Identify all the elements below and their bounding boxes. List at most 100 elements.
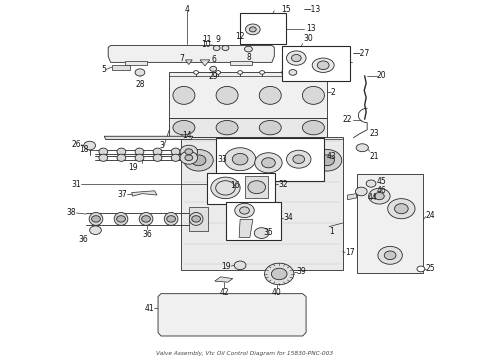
Text: 41: 41 <box>145 303 154 312</box>
Circle shape <box>92 216 100 222</box>
Circle shape <box>378 246 402 264</box>
Circle shape <box>222 45 229 50</box>
Circle shape <box>142 216 150 222</box>
Polygon shape <box>108 45 274 62</box>
Circle shape <box>394 204 408 214</box>
Polygon shape <box>240 13 286 44</box>
Text: 46: 46 <box>377 185 387 194</box>
Text: 3: 3 <box>159 141 164 150</box>
Circle shape <box>313 149 342 171</box>
Circle shape <box>245 46 252 52</box>
Ellipse shape <box>171 154 180 161</box>
Polygon shape <box>200 60 210 66</box>
Circle shape <box>282 71 287 74</box>
Ellipse shape <box>117 148 126 155</box>
Text: 14: 14 <box>182 131 192 140</box>
Circle shape <box>374 193 384 200</box>
Text: 39: 39 <box>297 267 307 276</box>
Text: 9: 9 <box>216 35 220 44</box>
Circle shape <box>293 155 305 163</box>
Polygon shape <box>216 138 324 181</box>
Ellipse shape <box>117 154 126 161</box>
Text: 38: 38 <box>67 208 76 217</box>
Ellipse shape <box>89 212 103 225</box>
Text: 43: 43 <box>327 152 337 161</box>
Circle shape <box>265 263 294 285</box>
Text: 18: 18 <box>79 145 89 154</box>
Text: 19: 19 <box>128 163 137 172</box>
Ellipse shape <box>189 212 203 225</box>
Circle shape <box>90 226 101 234</box>
Polygon shape <box>158 294 306 336</box>
Polygon shape <box>230 61 252 65</box>
Ellipse shape <box>99 148 108 155</box>
Polygon shape <box>215 277 233 282</box>
Text: 45: 45 <box>377 177 387 186</box>
Text: 28: 28 <box>135 80 145 89</box>
Polygon shape <box>245 176 269 198</box>
Polygon shape <box>185 60 192 64</box>
Circle shape <box>417 266 425 272</box>
Text: 42: 42 <box>220 288 229 297</box>
Circle shape <box>216 71 220 74</box>
Ellipse shape <box>173 121 195 135</box>
Circle shape <box>260 71 265 74</box>
Polygon shape <box>282 45 350 81</box>
Text: 35: 35 <box>264 228 273 237</box>
Circle shape <box>185 149 193 154</box>
Text: 25: 25 <box>426 265 436 274</box>
Circle shape <box>245 24 260 35</box>
Text: 36: 36 <box>79 234 89 243</box>
Circle shape <box>117 216 125 222</box>
Polygon shape <box>347 194 356 200</box>
Circle shape <box>320 155 334 166</box>
Circle shape <box>271 268 287 280</box>
Ellipse shape <box>171 148 180 155</box>
Ellipse shape <box>135 154 144 161</box>
Circle shape <box>135 69 145 76</box>
Text: 33: 33 <box>217 155 227 164</box>
Text: 32: 32 <box>278 180 288 189</box>
Ellipse shape <box>302 121 324 135</box>
Text: 7: 7 <box>179 54 184 63</box>
Circle shape <box>304 71 309 74</box>
Circle shape <box>355 187 367 196</box>
Circle shape <box>366 180 376 187</box>
Text: 13: 13 <box>306 24 316 33</box>
Circle shape <box>180 151 197 164</box>
Circle shape <box>235 203 254 218</box>
Text: 11: 11 <box>202 35 212 44</box>
Circle shape <box>211 177 240 199</box>
Polygon shape <box>112 64 130 69</box>
Ellipse shape <box>99 154 108 161</box>
Text: 37: 37 <box>117 190 127 199</box>
Circle shape <box>232 153 248 165</box>
Circle shape <box>262 158 275 168</box>
Text: 8: 8 <box>246 53 251 62</box>
Text: 10: 10 <box>201 40 211 49</box>
Circle shape <box>84 141 96 150</box>
Text: 12: 12 <box>236 32 245 41</box>
Text: 21: 21 <box>369 152 379 161</box>
Circle shape <box>180 145 197 158</box>
Ellipse shape <box>135 148 144 155</box>
Circle shape <box>192 216 200 222</box>
Text: 29: 29 <box>208 72 218 81</box>
Circle shape <box>227 149 256 171</box>
Polygon shape <box>104 136 193 139</box>
Circle shape <box>184 149 213 171</box>
Text: 2: 2 <box>331 87 335 96</box>
Polygon shape <box>132 191 157 196</box>
Text: 44: 44 <box>367 193 377 202</box>
Ellipse shape <box>114 212 128 225</box>
Circle shape <box>388 199 415 219</box>
Ellipse shape <box>216 121 238 135</box>
Ellipse shape <box>259 121 281 135</box>
Text: 17: 17 <box>345 248 355 257</box>
Text: 20: 20 <box>377 71 387 80</box>
Ellipse shape <box>139 212 153 225</box>
Circle shape <box>368 188 390 204</box>
Circle shape <box>238 71 243 74</box>
Circle shape <box>240 207 249 214</box>
Ellipse shape <box>356 144 368 152</box>
